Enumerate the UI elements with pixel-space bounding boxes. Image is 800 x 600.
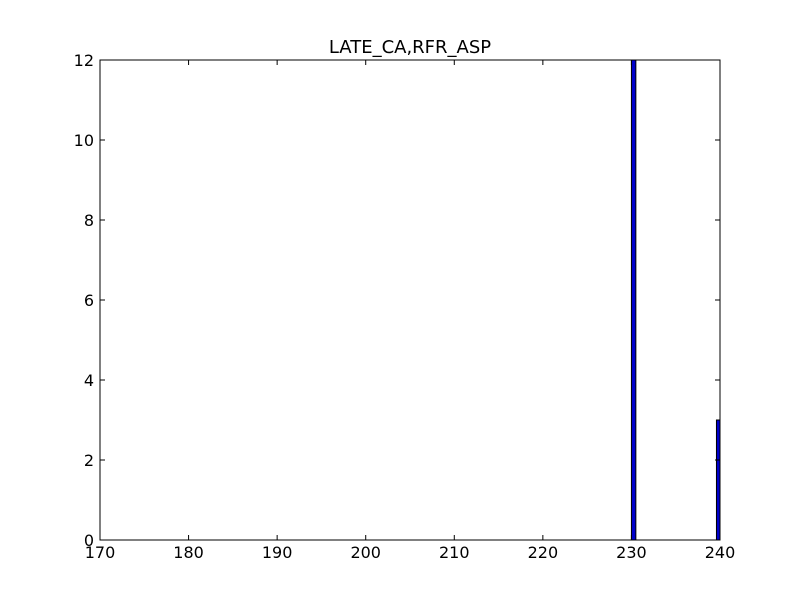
x-tick-label: 220 [528, 543, 559, 562]
y-tick-label: 8 [84, 211, 94, 230]
chart-title: LATE_CA,RFR_ASP [329, 37, 491, 58]
x-tick-label: 230 [616, 543, 647, 562]
y-tick-label: 10 [74, 131, 94, 150]
x-tick-label: 240 [705, 543, 736, 562]
histogram-bar-2 [715, 419, 721, 541]
x-tick-label: 180 [173, 543, 204, 562]
ticks-layer [99, 59, 721, 541]
bars-layer [630, 59, 721, 541]
plot-frame [99, 59, 721, 541]
histogram-bar-0 [630, 59, 637, 541]
y-tick-label: 2 [84, 451, 94, 470]
y-tick-label: 6 [84, 291, 94, 310]
y-tick-label: 4 [84, 371, 94, 390]
x-tick-label: 200 [350, 543, 381, 562]
x-tick-label: 170 [85, 543, 116, 562]
tick-labels-layer: 170 180 190 200 210 220 230 240 0 2 4 6 8 10 12 [74, 51, 736, 562]
y-tick-label: 0 [84, 531, 94, 550]
x-tick-label: 190 [262, 543, 293, 562]
x-tick-label: 210 [439, 543, 470, 562]
y-tick-label: 12 [74, 51, 94, 70]
